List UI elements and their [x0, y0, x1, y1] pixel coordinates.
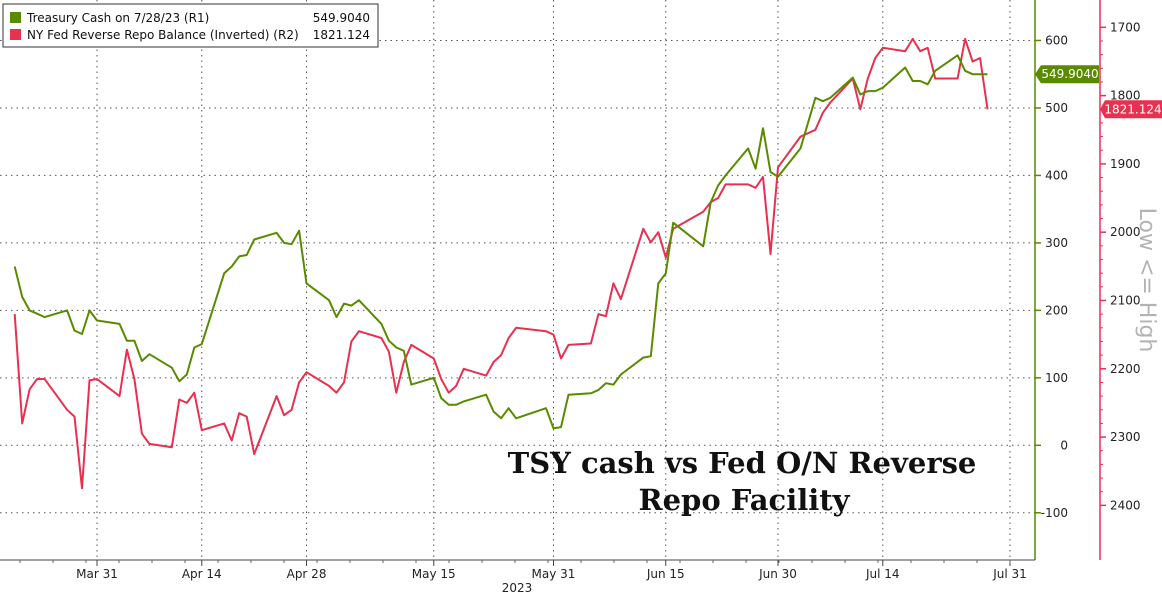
r2-tick-label: 2300 [1110, 430, 1141, 444]
badge-reverse-repo-label: 1821.124 [1104, 102, 1161, 116]
x-tick-label: May 15 [412, 567, 456, 581]
chart-title-line-1: TSY cash vs Fed O/N Reverse [508, 446, 977, 480]
badge-reverse-repo [1100, 100, 1162, 119]
series-line-treasury-cash [13, 54, 988, 430]
x-tick-label: Jun 30 [758, 567, 797, 581]
r1-tick-label: 300 [1045, 236, 1068, 250]
x-tick-label: Apr 14 [182, 567, 222, 581]
badge-treasury [1035, 65, 1099, 84]
r2-tick-label: 2200 [1110, 362, 1141, 376]
r1-tick-label: 0 [1060, 438, 1068, 452]
r2-tick-label: 1800 [1110, 89, 1141, 103]
grid [0, 0, 1035, 560]
x-tick-label: Jul 14 [865, 567, 900, 581]
legend-value-rrp: 1821.124 [313, 28, 370, 42]
r2-tick-label: 1900 [1110, 157, 1141, 171]
legend-value-treasury: 549.9040 [313, 11, 370, 25]
series-line-reverse-repo [13, 37, 989, 490]
x-ticks: Mar 31 Apr 14 Apr 28 May 15 May 31 Jun 15 Jun … [19, 560, 1027, 581]
r2-tick-label: 2000 [1110, 225, 1141, 239]
r1-tick-label: 600 [1045, 33, 1068, 47]
legend: Treasury Cash on 7/28/23 (R1) 549.9040 N… [2, 3, 379, 48]
r1-tick-label: 200 [1045, 303, 1068, 317]
r2-ticks: 1700 1800 1900 2000 2100 2200 2300 2400 [1100, 20, 1141, 512]
x-tick-label: Jun 15 [646, 567, 685, 581]
r1-ticks: -100 0 100 200 300 400 500 600 [1035, 33, 1068, 520]
legend-label-rrp: NY Fed Reverse Repo Balance (Inverted) (… [27, 28, 299, 42]
r2-tick-label: 2400 [1110, 498, 1141, 512]
series-layer [13, 37, 989, 490]
legend-label-treasury: Treasury Cash on 7/28/23 (R1) [26, 11, 209, 25]
r1-tick-label: -100 [1041, 506, 1068, 520]
chart-title: TSY cash vs Fed O/N Reverse Repo Facilit… [508, 446, 977, 517]
legend-swatch-rrp [10, 29, 21, 40]
r1-tick-label: 400 [1045, 168, 1068, 182]
x-year-label: 2023 [502, 581, 533, 595]
r1-tick-label: 500 [1045, 101, 1068, 115]
legend-box [2, 3, 379, 48]
legend-swatch-treasury [10, 12, 21, 23]
x-tick-label: May 31 [532, 567, 576, 581]
x-tick-label: Jul 31 [992, 567, 1027, 581]
r2-tick-label: 1700 [1110, 20, 1141, 34]
r2-tick-label: 2100 [1110, 293, 1141, 307]
badge-treasury-label: 549.9040 [1041, 67, 1098, 81]
x-tick-label: Apr 28 [287, 567, 327, 581]
chart-title-line-2: Repo Facility [638, 483, 850, 517]
right-axis-label: Low <= High [1134, 208, 1159, 353]
end-value-badges: 549.9040 1821.124 [1035, 65, 1162, 119]
r1-tick-label: 100 [1045, 371, 1068, 385]
x-tick-label: Mar 31 [76, 567, 118, 581]
